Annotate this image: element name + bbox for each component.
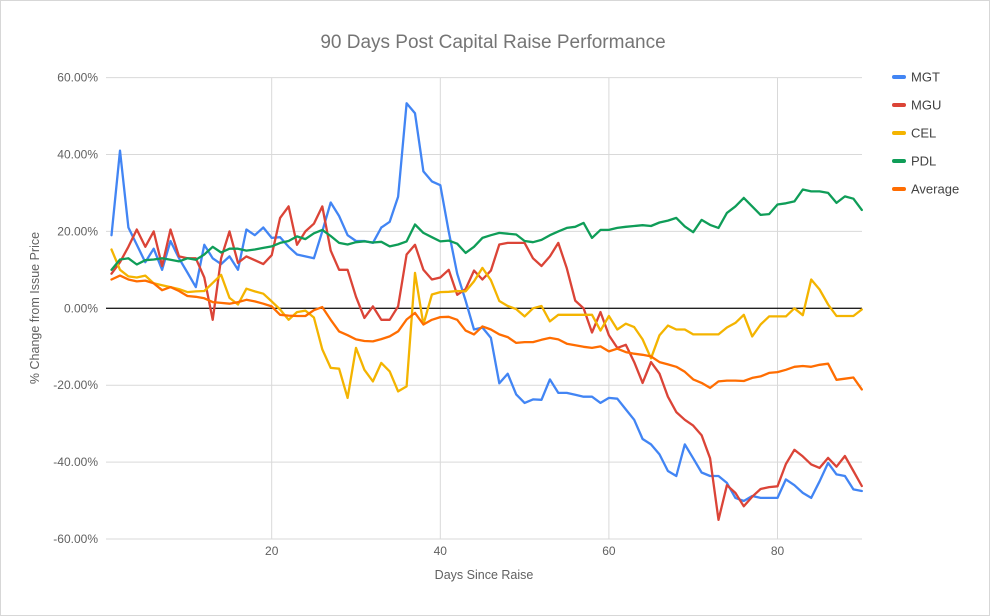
series-line-pdl	[110, 188, 863, 271]
y-tick-label: -60.00%	[53, 532, 98, 546]
legend-swatch-icon	[892, 159, 906, 163]
series-line-cel	[110, 248, 863, 400]
legend-label: PDL	[911, 154, 936, 169]
legend-swatch-icon	[892, 103, 906, 107]
y-tick-label: 60.00%	[57, 71, 98, 85]
legend-label: MGT	[911, 70, 940, 85]
y-tick-label: 20.00%	[57, 224, 98, 238]
y-axis-title: % Change from Issue Price	[28, 232, 42, 384]
legend-swatch-icon	[892, 131, 906, 135]
x-tick-label: 40	[434, 544, 448, 558]
x-axis-title: Days Since Raise	[435, 568, 534, 582]
x-tick-label: 80	[771, 544, 785, 558]
series-line-mgu	[110, 205, 863, 521]
series-line-average	[110, 274, 863, 391]
y-tick-label: -40.00%	[53, 455, 98, 469]
legend-label: MGU	[911, 98, 941, 113]
legend-item-mgu[interactable]: MGU	[892, 98, 941, 113]
legend-swatch-icon	[892, 75, 906, 79]
legend-label: CEL	[911, 126, 936, 141]
chart-title: 90 Days Post Capital Raise Performance	[320, 32, 665, 53]
series-line-mgt	[110, 102, 863, 503]
legend-item-mgt[interactable]: MGT	[892, 70, 940, 85]
y-tick-label: -20.00%	[53, 378, 98, 392]
gridlines	[106, 77, 862, 540]
x-tick-label: 20	[265, 544, 279, 558]
legend-item-pdl[interactable]: PDL	[892, 154, 936, 169]
y-axis-tick-labels: 60.00% 40.00% 20.00% 0.00% -20.00% -40.00% -60…	[53, 71, 98, 546]
chart-legend: MGT MGU CEL PDL Average	[892, 70, 959, 197]
legend-swatch-icon	[892, 187, 906, 191]
legend-label: Average	[911, 182, 959, 197]
series-lines	[110, 102, 863, 521]
legend-item-average[interactable]: Average	[892, 182, 959, 197]
y-tick-label: 0.00%	[64, 301, 98, 315]
y-tick-label: 40.00%	[57, 148, 98, 162]
x-axis-tick-labels: 20 40 60 80	[265, 544, 784, 558]
x-tick-label: 60	[602, 544, 616, 558]
legend-item-cel[interactable]: CEL	[892, 126, 936, 141]
